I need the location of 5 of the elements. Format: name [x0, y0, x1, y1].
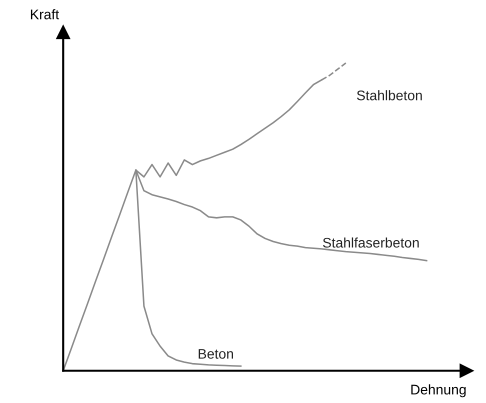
- series-label: Beton: [198, 349, 233, 359]
- text: Stahlbeton: [356, 90, 422, 100]
- y-axis-title: Kraft: [30, 9, 60, 20]
- series-label: Stahlfaserbeton: [322, 237, 419, 248]
- x-axis-title: Dehnung: [411, 384, 466, 398]
